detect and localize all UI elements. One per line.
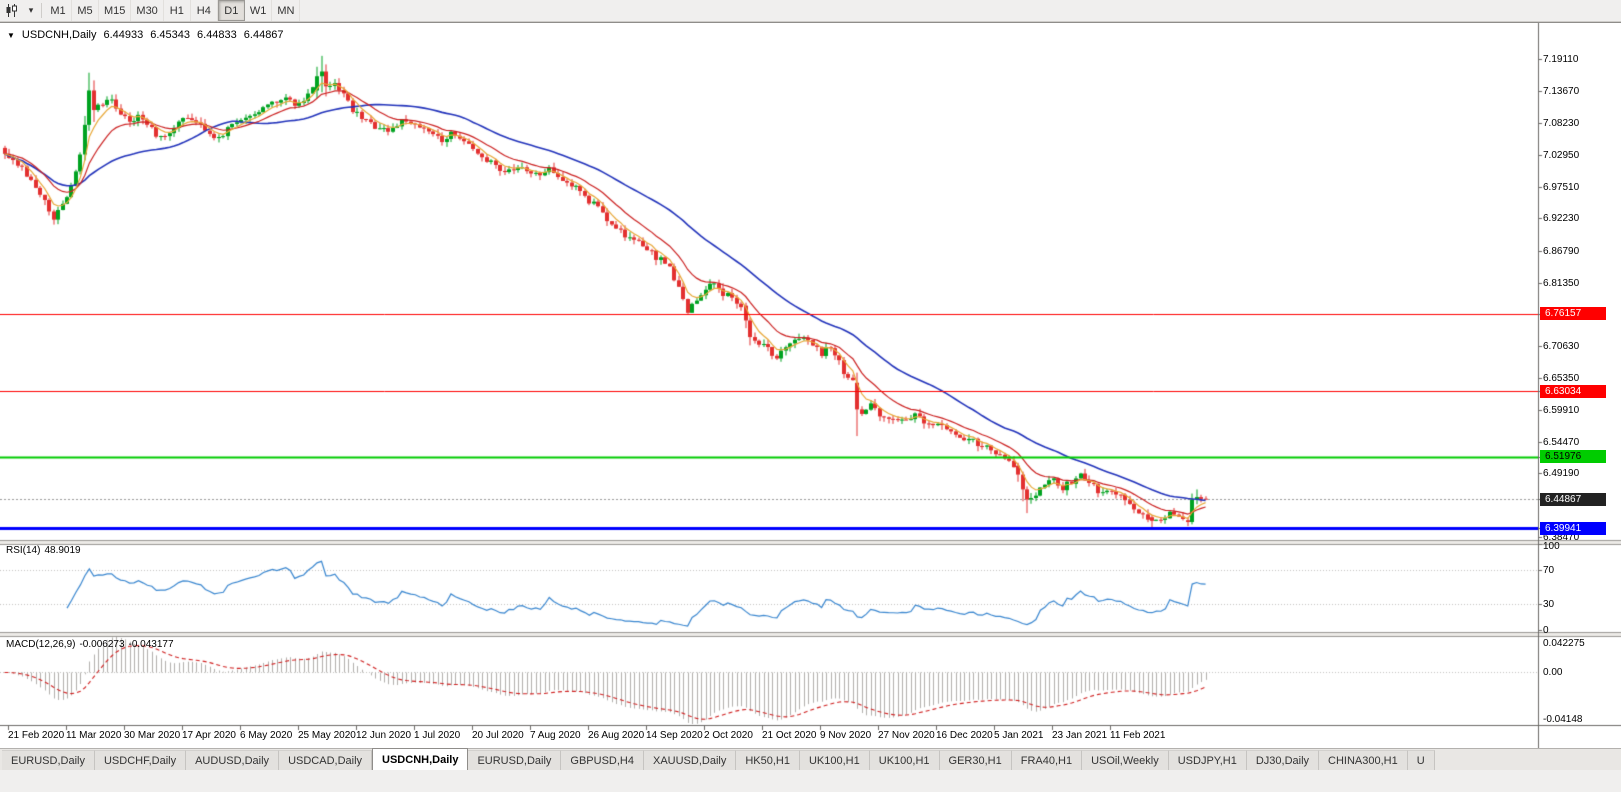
chart-canvas[interactable] — [0, 23, 1621, 748]
timeframe-buttons: M1 M5 M15 M30 H1 H4 D1 W1 MN — [45, 0, 301, 21]
status-strip — [0, 770, 1621, 792]
tab-uk100-h1[interactable]: UK100,H1 — [869, 750, 940, 770]
tab-xauusd-daily[interactable]: XAUUSD,Daily — [643, 750, 737, 770]
timeframe-button-m1[interactable]: M1 — [45, 0, 72, 21]
tab-eurusd-daily[interactable]: EURUSD,Daily — [2, 750, 95, 770]
timeframe-button-d1[interactable]: D1 — [217, 0, 245, 21]
tab-usdjpy-h1[interactable]: USDJPY,H1 — [1168, 750, 1247, 770]
tab-usdchf-daily[interactable]: USDCHF,Daily — [94, 750, 187, 770]
tab-ger30-h1[interactable]: GER30,H1 — [939, 750, 1012, 770]
timeframe-button-h4[interactable]: H4 — [191, 0, 218, 21]
chart-window: ▼ USDCNH,Daily 6.44933 6.45343 6.44833 6… — [0, 22, 1621, 748]
tab-dj30-daily[interactable]: DJ30,Daily — [1246, 750, 1320, 770]
timeframe-button-m30[interactable]: M30 — [131, 0, 164, 21]
tab-fra40-h1[interactable]: FRA40,H1 — [1011, 750, 1083, 770]
tab-china300-h1[interactable]: CHINA300,H1 — [1319, 750, 1408, 770]
tab-hk50-h1[interactable]: HK50,H1 — [736, 750, 800, 770]
tab-eurusd-daily[interactable]: EURUSD,Daily — [468, 750, 562, 770]
tab-usdcnh-daily[interactable]: USDCNH,Daily — [372, 748, 469, 770]
timeframe-button-mn[interactable]: MN — [272, 0, 301, 21]
one-click-trading-icon[interactable]: ▼ — [7, 30, 15, 40]
tab-audusd-daily[interactable]: AUDUSD,Daily — [186, 750, 280, 770]
timeframe-toolbar: ▾ M1 M5 M15 M30 H1 H4 D1 W1 MN — [0, 0, 1621, 22]
tab-uk100-h1[interactable]: UK100,H1 — [799, 750, 870, 770]
chevron-down-icon[interactable]: ▾ — [28, 5, 34, 15]
candlestick-chart-icon[interactable] — [0, 0, 24, 21]
chart-tab-bar: EURUSD,Daily USDCHF,Daily AUDUSD,Daily USDC… — [0, 748, 1621, 770]
tab-gbpusd-h4[interactable]: GBPUSD,H4 — [561, 750, 644, 770]
tab-usdcad-daily[interactable]: USDCAD,Daily — [279, 750, 373, 770]
timeframe-button-h1[interactable]: H1 — [164, 0, 191, 21]
timeframe-button-w1[interactable]: W1 — [245, 0, 273, 21]
timeframe-button-m15[interactable]: M15 — [99, 0, 132, 21]
timeframe-button-m5[interactable]: M5 — [72, 0, 99, 21]
candlestick-glyph — [6, 4, 17, 17]
toolbar-separator — [41, 3, 42, 18]
tab-u[interactable]: U — [1407, 750, 1435, 770]
tab-usoil-weekly[interactable]: USOil,Weekly — [1082, 750, 1169, 770]
